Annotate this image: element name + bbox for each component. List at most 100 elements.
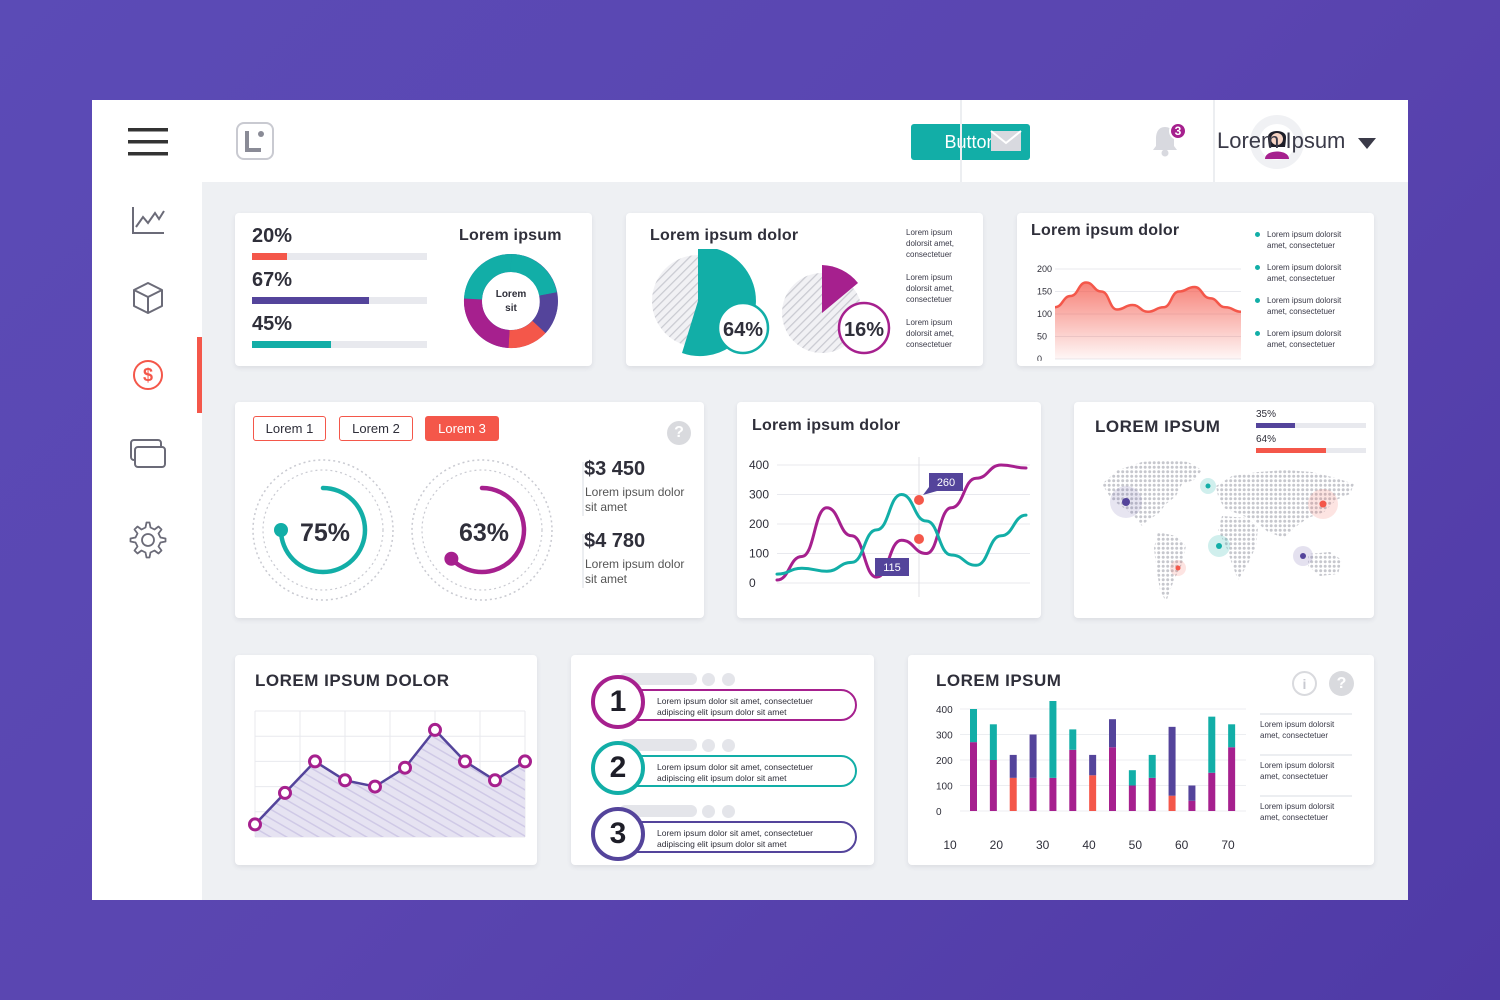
card-steps: Lorem ipsum dolor sit amet, consectetuer… (571, 655, 874, 865)
legend-line: amet, consectetuer (1267, 340, 1336, 349)
avatar[interactable] (1250, 115, 1304, 169)
gauge1-label: 75% (300, 519, 350, 547)
placeholder-dot (702, 739, 715, 752)
line-series-2 (775, 492, 1028, 576)
map-australia (1308, 552, 1342, 576)
sidebar-item-windows[interactable] (128, 434, 168, 474)
tab-lorem-2[interactable]: Lorem 2 (339, 416, 413, 441)
x-tick-label: 10 (943, 838, 957, 852)
pie-note-line: dolorsit amet, (906, 284, 955, 293)
donut-segment-magenta (463, 298, 510, 348)
card-bar-chart: LOREM IPSUM i ? 400 300 200 100 0 10 20 30 40 50 6… (908, 655, 1374, 865)
pie2-bubble (837, 301, 891, 355)
stat2-desc-line1: Lorem ipsum dolor (585, 557, 685, 571)
bar-segment-top (1049, 701, 1057, 778)
info-icon[interactable]: i (1292, 671, 1317, 696)
sidebar-item-analytics[interactable] (128, 200, 168, 240)
help-icon[interactable]: ? (1329, 671, 1354, 696)
map-progress-fill (1256, 448, 1327, 453)
pie-note-line: dolorsit amet, (906, 329, 955, 338)
stat2-value: $4 780 (584, 530, 646, 552)
legend-text: Lorem ipsum dolorsit amet, consectetuer (1260, 719, 1356, 741)
map-marker (1319, 500, 1327, 508)
card-area-chart: Lorem ipsum dolor 200 150 100 50 0 Lorem ips… (1017, 213, 1374, 366)
caret-down-icon[interactable] (1358, 137, 1376, 155)
map-progress-label: 64% (1256, 434, 1277, 445)
y-tick-label: 300 (936, 731, 953, 742)
bar-segment-top (970, 709, 977, 743)
area-chart: 200 150 100 50 0 (1037, 264, 1242, 361)
map-marker (1216, 543, 1222, 549)
y-tick-label: 0 (749, 576, 756, 590)
donut-segment-red (508, 320, 546, 349)
progress-fill (252, 253, 287, 260)
card-title: Lorem ipsum dolor (650, 227, 799, 244)
stat2-desc-line2: sit amet (585, 572, 628, 586)
y-tick-label: 50 (1037, 332, 1047, 342)
gauge1-marker (274, 523, 288, 537)
bar-segment-magenta (1109, 747, 1116, 811)
windows-icon (130, 439, 166, 468)
pie2-label: 16% (844, 319, 884, 341)
card-title: LOREM IPSUM (1095, 417, 1221, 436)
gauge2-arc (449, 485, 527, 575)
step-text-line: Lorem ipsum dolor sit amet, consectetuer (657, 828, 813, 838)
tab-lorem-3[interactable]: Lorem 3 (425, 416, 499, 441)
step-number: 3 (591, 807, 645, 861)
user-name[interactable]: Lorem Ipsum (1217, 128, 1346, 153)
area-line (254, 727, 526, 826)
divider (1260, 795, 1352, 797)
card-gauges: Lorem 1 Lorem 2 Lorem 3 ? 75% 63% $3 450 L… (235, 402, 704, 618)
sidebar-item-settings[interactable] (128, 520, 168, 560)
y-tick-label: 200 (936, 756, 953, 767)
logo-icon[interactable] (236, 122, 274, 165)
donut-center-label-2: sit (505, 303, 517, 314)
map-marker (1300, 553, 1306, 559)
x-tick-label: 30 (1036, 838, 1050, 852)
bar-segment-red (1009, 777, 1017, 811)
legend-line: Lorem ipsum dolorsit (1267, 263, 1342, 272)
annotation-box (875, 558, 909, 576)
map-progress-fill (1256, 423, 1295, 428)
sidebar-item-products[interactable] (128, 278, 168, 318)
bar-segment-top (1069, 729, 1077, 750)
placeholder-pill (619, 673, 697, 685)
mail-icon[interactable] (990, 130, 1022, 157)
stat1-desc-line2: sit amet (585, 500, 628, 514)
step-number: 2 (591, 741, 645, 795)
bar-segment-magenta (1069, 749, 1077, 811)
card-map: LOREM IPSUM 35% 64% (1074, 402, 1374, 618)
pie-note: Lorem ipsum dolorsit amet, consectetuer (906, 272, 976, 305)
y-tick-label: 100 (1037, 309, 1052, 319)
line-chart: 400 300 200 100 0 260 115 (749, 457, 1030, 597)
legend-line: amet, consectetuer (1260, 813, 1329, 822)
map-marker (1122, 498, 1130, 506)
bar-segment-top (1148, 754, 1156, 778)
help-icon[interactable]: ? (667, 421, 691, 445)
legend-dot-icon (1255, 265, 1260, 270)
card-title: Lorem ipsum (459, 227, 562, 244)
donut-chart: Lorem sit (463, 253, 558, 349)
menu-icon[interactable] (128, 122, 168, 162)
donut-segment-teal (510, 254, 557, 297)
area-fill (1055, 282, 1241, 359)
placeholder-pill (619, 805, 697, 817)
card-title: Lorem ipsum dolor (1031, 222, 1180, 239)
placeholder-dot (722, 673, 735, 686)
bar-segment-top (1029, 734, 1037, 778)
tab-lorem-1[interactable]: Lorem 1 (253, 416, 326, 441)
legend-line: Lorem ipsum dolorsit (1267, 296, 1342, 305)
y-tick-label: 400 (936, 705, 953, 716)
legend-text: Lorem ipsum dolorsit amet, consectetuer (1260, 801, 1356, 823)
gear-icon (129, 521, 167, 559)
sidebar-active-indicator (197, 337, 202, 413)
placeholder-pill (619, 739, 697, 751)
legend-line: Lorem ipsum dolorsit (1260, 761, 1335, 770)
bar-segment-red (1089, 775, 1097, 811)
y-tick-label: 0 (1037, 354, 1042, 361)
annotation-label: 115 (883, 562, 901, 574)
legend-line: Lorem ipsum dolorsit (1260, 802, 1335, 811)
sidebar-item-finance[interactable]: $ (128, 355, 168, 395)
data-point (518, 754, 532, 769)
card-title: Lorem ipsum dolor (752, 417, 901, 434)
